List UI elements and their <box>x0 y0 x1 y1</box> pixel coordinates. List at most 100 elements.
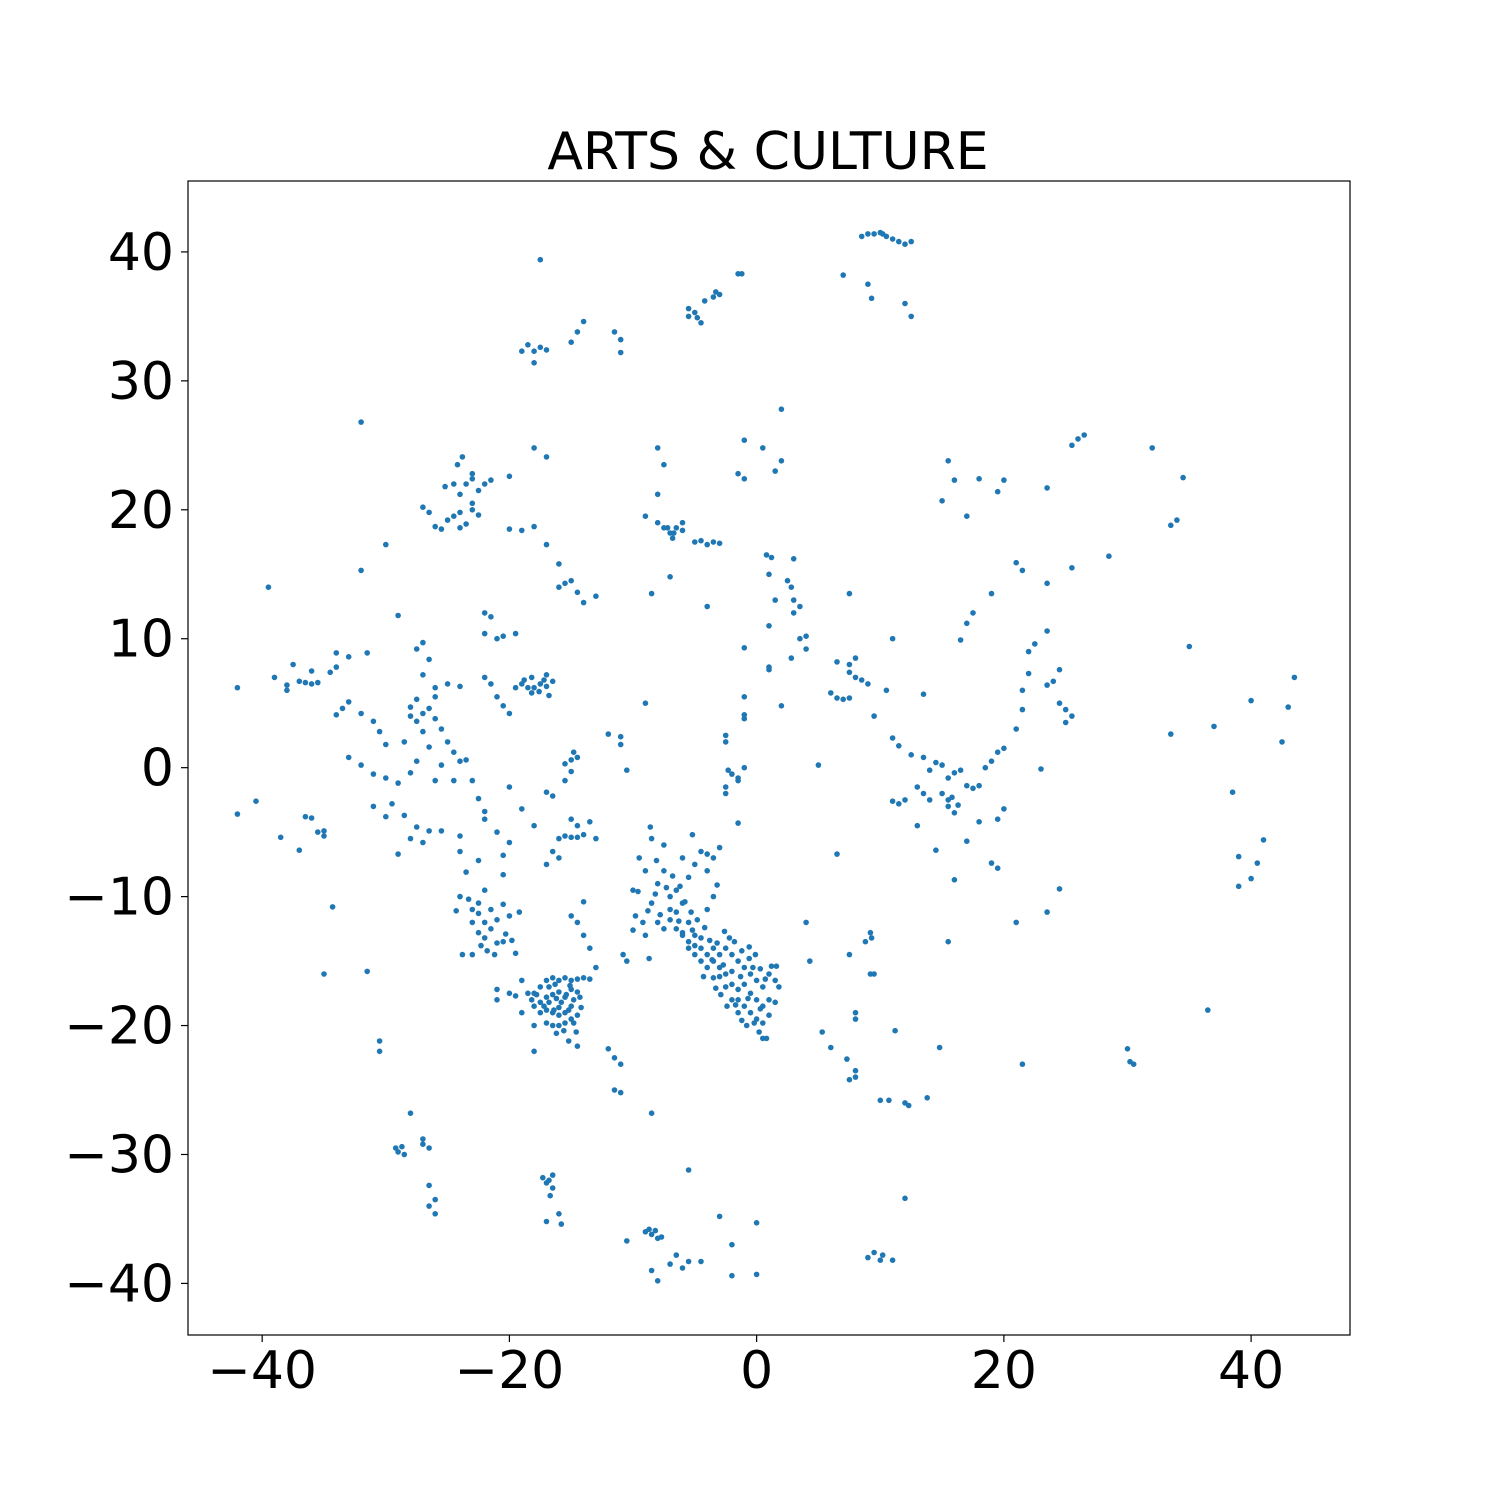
data-point <box>389 801 395 807</box>
data-point <box>988 758 995 764</box>
data-point <box>994 749 1001 755</box>
data-point <box>834 851 840 857</box>
data-point <box>580 831 587 838</box>
data-point <box>531 445 537 451</box>
data-point <box>844 1056 850 1062</box>
data-point <box>667 906 673 913</box>
data-point <box>1285 704 1291 710</box>
data-point <box>766 971 772 977</box>
data-point <box>685 305 692 312</box>
data-point <box>739 948 745 954</box>
data-point <box>578 1004 584 1011</box>
data-point <box>624 767 630 773</box>
data-point <box>701 924 708 931</box>
data-point <box>957 637 964 643</box>
data-point <box>689 831 696 838</box>
data-point <box>797 635 803 642</box>
data-point <box>721 928 728 935</box>
data-point <box>753 997 760 1003</box>
data-point <box>475 857 482 864</box>
data-point <box>729 1241 735 1248</box>
data-point <box>574 919 581 926</box>
data-point <box>537 999 544 1006</box>
data-point <box>556 989 562 995</box>
x-tick-label: 0 <box>740 1341 773 1401</box>
data-point <box>743 1022 750 1029</box>
data-point <box>442 483 448 490</box>
data-point <box>420 1141 426 1147</box>
data-point <box>976 819 982 825</box>
data-point <box>549 975 556 981</box>
data-point <box>746 955 752 962</box>
data-point <box>407 1110 414 1116</box>
data-point <box>883 233 890 240</box>
data-point <box>580 975 587 981</box>
data-point <box>648 1267 655 1274</box>
data-point <box>982 764 989 771</box>
data-point <box>587 976 593 982</box>
data-point <box>580 599 587 606</box>
data-point <box>567 982 573 989</box>
data-point <box>253 798 259 804</box>
data-point <box>494 997 500 1003</box>
data-point <box>710 975 717 981</box>
data-point <box>704 603 710 610</box>
data-point <box>358 567 364 574</box>
data-point <box>562 833 568 839</box>
data-point <box>413 718 420 725</box>
data-point <box>652 891 659 897</box>
data-point <box>543 672 550 678</box>
data-point <box>624 958 630 964</box>
data-point <box>358 710 364 717</box>
data-point <box>321 828 327 834</box>
data-point <box>556 855 562 861</box>
data-point <box>745 995 751 1002</box>
data-point <box>481 610 488 616</box>
data-point <box>750 964 756 971</box>
data-point <box>543 789 550 795</box>
data-point <box>766 664 772 670</box>
data-point <box>1130 1061 1137 1067</box>
data-point <box>459 454 466 460</box>
data-point <box>735 775 741 781</box>
data-point <box>852 1067 859 1074</box>
data-point <box>936 1044 943 1051</box>
data-point <box>1075 436 1081 442</box>
data-point <box>753 1271 760 1278</box>
data-point <box>413 696 420 703</box>
data-point <box>568 816 574 822</box>
data-point <box>339 705 346 712</box>
data-point <box>438 828 445 834</box>
data-point <box>710 855 717 861</box>
data-point <box>673 909 680 915</box>
data-point <box>729 1272 735 1279</box>
data-point <box>308 681 315 687</box>
data-point <box>481 674 488 681</box>
data-point <box>1069 713 1075 719</box>
data-point <box>852 674 859 681</box>
data-point <box>747 971 754 977</box>
data-point <box>840 696 846 703</box>
y-tick-label: −40 <box>64 1254 174 1314</box>
data-point <box>700 973 707 980</box>
data-point <box>562 580 568 587</box>
data-point <box>426 1203 432 1209</box>
data-point <box>871 713 877 719</box>
data-point <box>865 1254 871 1261</box>
data-point <box>1291 674 1298 681</box>
data-point <box>760 445 766 451</box>
data-point <box>308 668 315 674</box>
y-axis: −40 −30 −20 −10 0 10 20 30 40 <box>64 223 188 1314</box>
data-point <box>1056 886 1063 892</box>
data-point <box>370 718 377 725</box>
data-point <box>376 1038 383 1044</box>
data-point <box>846 1076 853 1083</box>
data-point <box>519 977 525 984</box>
data-point <box>642 932 649 939</box>
data-point <box>432 1196 439 1203</box>
data-point <box>852 1009 859 1016</box>
data-point <box>481 808 488 815</box>
data-point <box>401 1151 408 1158</box>
data-point <box>846 590 853 597</box>
data-point <box>896 743 902 749</box>
